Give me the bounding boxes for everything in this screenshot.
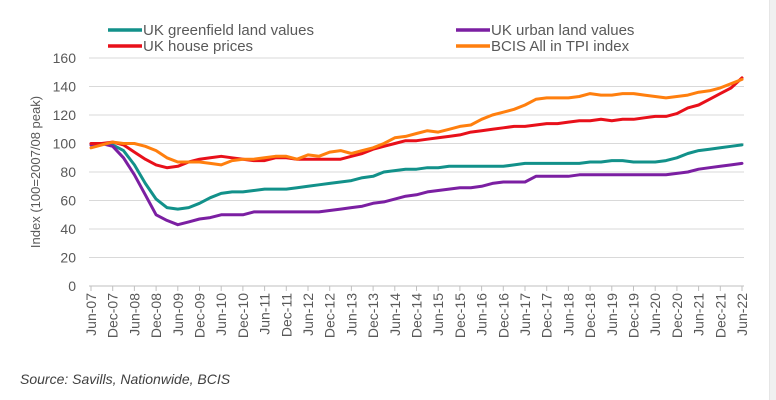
legend-label: UK greenfield land values bbox=[143, 22, 314, 39]
x-tick-label: Jun-12 bbox=[300, 293, 316, 336]
x-tick-label: Dec-15 bbox=[452, 293, 468, 338]
x-tick-label: Jun-17 bbox=[517, 293, 533, 336]
gridlines bbox=[89, 57, 744, 258]
x-tick-label: Dec-08 bbox=[148, 293, 164, 338]
y-tick-label: 100 bbox=[53, 136, 77, 152]
x-tick-label: Dec-12 bbox=[322, 293, 338, 338]
x-tick-label: Jun-20 bbox=[647, 293, 663, 336]
x-tick-label: Dec-20 bbox=[669, 293, 685, 338]
x-tick-label: Jun-07 bbox=[83, 293, 99, 336]
x-tick-label: Jun-19 bbox=[604, 293, 620, 336]
x-tick-label: Dec-13 bbox=[365, 293, 381, 338]
x-tick-label: Jun-21 bbox=[691, 293, 707, 336]
y-tick-label: 160 bbox=[53, 50, 77, 66]
y-tick-label: 80 bbox=[60, 164, 76, 180]
y-tick-label: 60 bbox=[60, 193, 76, 209]
x-tick-label: Dec-16 bbox=[495, 293, 511, 338]
x-tick-label: Jun-18 bbox=[560, 293, 576, 336]
legend: UK greenfield land values UK urban land v… bbox=[108, 22, 634, 55]
x-tick-label: Jun-10 bbox=[213, 293, 229, 336]
legend-label: UK urban land values bbox=[491, 22, 634, 39]
x-tick-label: Jun-14 bbox=[387, 293, 403, 336]
x-tick-label: Dec-14 bbox=[409, 293, 425, 338]
series-line-bcis-all-in-tpi-index bbox=[89, 77, 744, 167]
x-tick-label: Dec-18 bbox=[582, 293, 598, 338]
y-tick-label: 40 bbox=[60, 221, 76, 237]
legend-label: BCIS All in TPI index bbox=[491, 38, 630, 55]
x-tick-label: Dec-11 bbox=[278, 293, 294, 337]
x-tick-label: Dec-09 bbox=[192, 293, 208, 338]
y-tick-label: 140 bbox=[53, 79, 77, 95]
y-axis-ticks: 0 20 40 60 80 100 120 140 160 bbox=[53, 50, 77, 294]
x-tick-label: Dec-10 bbox=[235, 293, 251, 338]
x-tick-label: Jun-08 bbox=[126, 293, 142, 336]
series-line-uk-house-prices bbox=[89, 76, 744, 170]
scrollbar[interactable] bbox=[769, 0, 776, 400]
series-lines bbox=[89, 76, 744, 227]
series-line-uk-urban-land-values bbox=[89, 142, 744, 227]
x-tick-label: Dec-19 bbox=[626, 293, 642, 338]
y-tick-label: 120 bbox=[53, 107, 77, 123]
series-line-uk-greenfield-land-values bbox=[89, 142, 744, 211]
x-tick-label: Dec-07 bbox=[105, 293, 121, 338]
x-tick-label: Jun-11 bbox=[257, 293, 273, 335]
x-tick-label: Jun-22 bbox=[734, 293, 750, 336]
x-tick-label: Dec-17 bbox=[539, 293, 555, 338]
source-note: Source: Savills, Nationwide, BCIS bbox=[20, 371, 231, 387]
y-axis-title: Index (100=2007/08 peak) bbox=[28, 96, 43, 248]
x-axis-ticks: Jun-07 Dec-07 Jun-08 Dec-08 Jun-09 Dec-09 Jun-… bbox=[83, 286, 750, 338]
x-tick-label: Jun-16 bbox=[474, 293, 490, 336]
legend-label: UK house prices bbox=[143, 38, 253, 55]
x-tick-label: Jun-13 bbox=[343, 293, 359, 336]
x-tick-label: Dec-21 bbox=[712, 293, 728, 338]
y-tick-label: 0 bbox=[68, 278, 76, 294]
y-tick-label: 20 bbox=[60, 250, 76, 266]
x-tick-label: Jun-09 bbox=[170, 293, 186, 336]
x-tick-label: Jun-15 bbox=[430, 293, 446, 336]
